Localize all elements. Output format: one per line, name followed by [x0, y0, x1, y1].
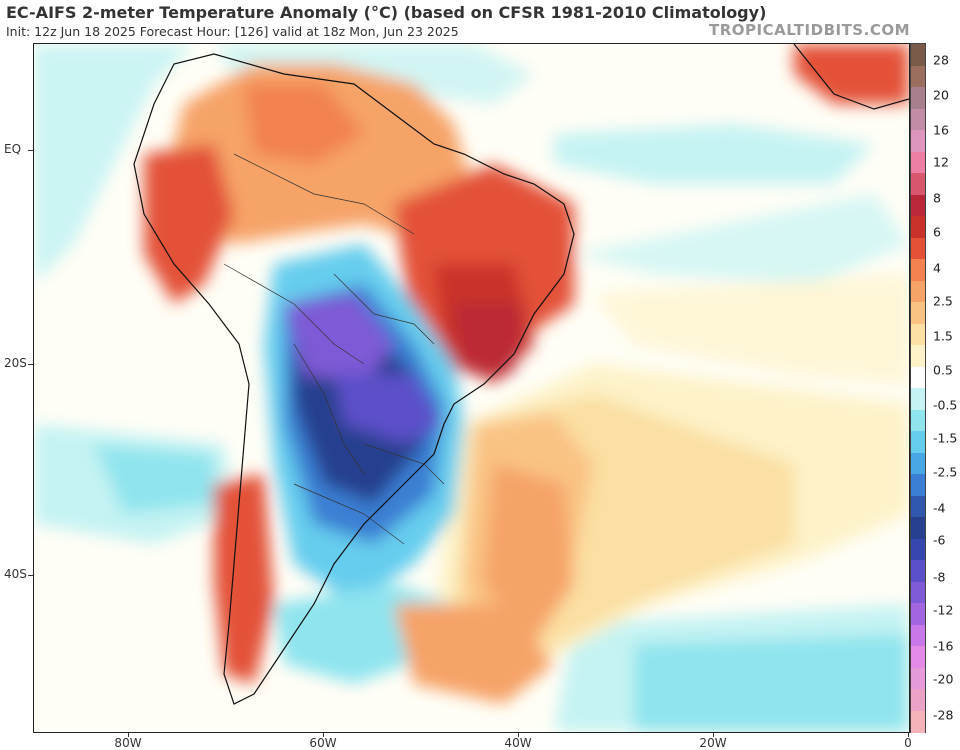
colorbar-segment — [911, 624, 925, 647]
colorbar-label: -20 — [933, 671, 954, 687]
anomaly-map — [33, 43, 910, 733]
lon-label-80w: 80W — [114, 736, 142, 750]
colorbar-label: -8 — [933, 569, 946, 585]
colorbar — [910, 43, 926, 733]
colorbar-label: -6 — [933, 532, 946, 548]
country-borders — [223, 153, 445, 545]
colorbar-segment — [911, 560, 925, 582]
colorbar-segment — [911, 194, 925, 217]
colorbar-segment — [911, 173, 925, 195]
colorbar-label: -12 — [933, 602, 954, 618]
lat-tick — [28, 150, 33, 151]
colorbar-segment — [911, 302, 925, 324]
lon-tick — [908, 733, 909, 737]
colorbar-label: 2.5 — [933, 293, 953, 309]
forecast-info: Init: 12z Jun 18 2025 Forecast Hour: [12… — [6, 24, 459, 39]
colorbar-label: 4 — [933, 260, 941, 276]
colorbar-segment — [911, 323, 925, 346]
lon-label-60w: 60W — [309, 736, 337, 750]
colorbar-segment — [911, 495, 925, 518]
colorbar-label: -1.5 — [933, 430, 958, 446]
lat-label-eq: EQ — [4, 142, 22, 156]
colorbar-label: 20 — [933, 87, 949, 103]
lat-label-20s: 20S — [4, 356, 27, 370]
colorbar-segment — [911, 689, 925, 711]
colorbar-segment — [911, 87, 925, 109]
site-credit: TROPICALTIDBITS.COM — [709, 21, 910, 39]
colorbar-segment — [911, 452, 925, 475]
colorbar-label: 16 — [933, 122, 949, 138]
colorbar-label: -28 — [933, 707, 954, 723]
lon-label-0: 0 — [904, 736, 912, 750]
colorbar-segment — [911, 44, 925, 66]
colorbar-segment — [911, 216, 925, 238]
colorbar-label: 6 — [933, 224, 941, 240]
colorbar-segment — [911, 237, 925, 260]
colorbar-segment — [911, 108, 925, 131]
lon-label-40w: 40W — [504, 736, 532, 750]
colorbar-segment — [911, 517, 925, 539]
colorbar-segment — [911, 431, 925, 453]
colorbar-label: 0.5 — [933, 362, 953, 378]
colorbar-label: -4 — [933, 500, 946, 516]
colorbar-label: -16 — [933, 638, 954, 654]
colorbar-label: 28 — [933, 52, 949, 68]
colorbar-segment — [911, 581, 925, 604]
colorbar-label: 12 — [933, 154, 949, 170]
colorbar-segment — [911, 409, 925, 432]
colorbar-segment — [911, 259, 925, 281]
colorbar-segment — [911, 538, 925, 561]
colorbar-label: 1.5 — [933, 328, 953, 344]
lat-tick — [28, 364, 33, 365]
colorbar-segment — [911, 345, 925, 367]
colorbar-segment — [911, 151, 925, 174]
colorbar-segment — [911, 646, 925, 668]
lon-label-20w: 20W — [699, 736, 727, 750]
colorbar-segment — [911, 710, 925, 733]
colorbar-label: 8 — [933, 190, 941, 206]
lon-tick — [323, 733, 324, 737]
colorbar-segment — [911, 65, 925, 88]
lon-tick — [713, 733, 714, 737]
colorbar-segment — [911, 667, 925, 690]
lat-label-40s: 40S — [4, 567, 27, 581]
colorbar-segment — [911, 130, 925, 152]
colorbar-label: -2.5 — [933, 464, 958, 480]
colorbar-label: -0.5 — [933, 397, 958, 413]
colorbar-segment — [911, 603, 925, 625]
colorbar-segment — [911, 388, 925, 410]
colorbar-segment — [911, 474, 925, 496]
coastlines — [133, 44, 909, 705]
chart-title: EC-AIFS 2-meter Temperature Anomaly (°C)… — [6, 3, 767, 22]
map-canvas — [34, 44, 909, 732]
lon-tick — [518, 733, 519, 737]
lat-tick — [28, 575, 33, 576]
lon-tick — [128, 733, 129, 737]
anomaly-field — [34, 44, 909, 732]
colorbar-segment — [911, 280, 925, 303]
colorbar-segment — [911, 366, 925, 389]
